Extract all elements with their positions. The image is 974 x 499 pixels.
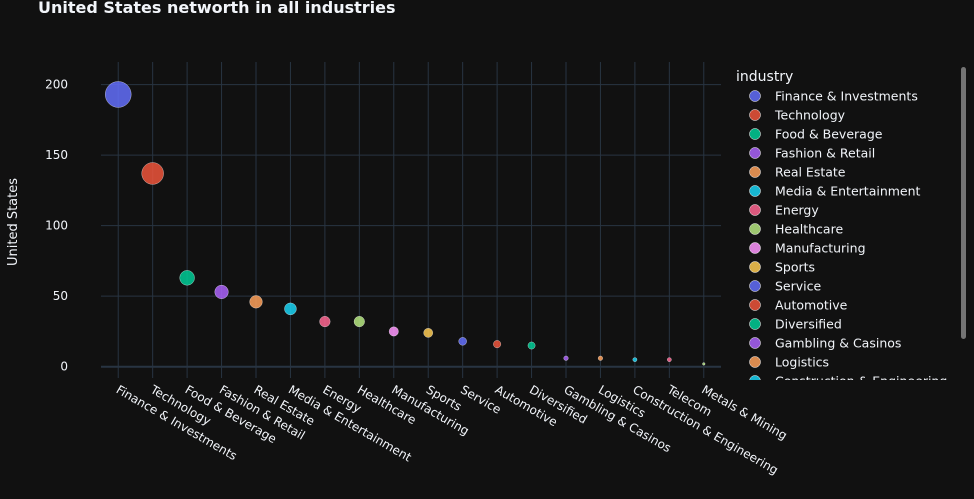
legend-marker — [749, 166, 761, 178]
legend[interactable]: industry Finance & Investments Technology… — [736, 66, 968, 427]
legend-label: Service — [775, 279, 822, 294]
legend-marker — [749, 185, 761, 197]
data-point[interactable] — [284, 302, 297, 316]
legend-label: Sports — [775, 260, 815, 275]
legend-label: Finance & Investments — [775, 89, 918, 104]
legend-item[interactable]: Automotive — [749, 298, 848, 313]
legend-marker — [749, 280, 761, 292]
legend-item[interactable]: Diversified — [749, 317, 842, 332]
legend-item[interactable]: Logistics — [749, 355, 830, 370]
legend-item[interactable]: Manufacturing — [749, 241, 866, 256]
legend-label: Healthcare — [775, 222, 843, 237]
y-axis-ticks: 0 50 100 150 200 — [45, 78, 68, 374]
y-tick-label: 50 — [53, 289, 68, 303]
legend-label: Logistics — [775, 355, 829, 370]
data-point[interactable] — [319, 316, 331, 328]
legend-item[interactable]: Service — [749, 279, 822, 294]
legend-marker — [750, 395, 761, 406]
legend-label: Energy — [775, 203, 819, 218]
data-point[interactable] — [249, 295, 263, 309]
y-tick-label: 150 — [45, 148, 68, 162]
legend-label: Manufacturing — [775, 241, 866, 256]
legend-marker — [749, 223, 761, 235]
legend-label: Metals & Mining — [775, 412, 875, 427]
legend-item[interactable]: Fashion & Retail — [749, 146, 876, 161]
legend-item[interactable]: Gambling & Casinos — [749, 336, 902, 351]
legend-marker — [749, 242, 761, 254]
data-point[interactable] — [353, 316, 365, 328]
data-point[interactable] — [493, 340, 502, 349]
legend-item[interactable]: Media & Entertainment — [749, 184, 921, 199]
legend-marker — [749, 299, 761, 311]
legend-marker — [749, 356, 761, 368]
legend-marker — [749, 128, 761, 140]
legend-marker — [749, 261, 761, 273]
legend-marker — [749, 109, 761, 121]
grid — [101, 62, 721, 378]
data-point[interactable] — [597, 355, 603, 361]
legend-label: Food & Beverage — [775, 127, 883, 142]
y-tick-label: 0 — [60, 360, 68, 374]
legend-item[interactable]: Telecom — [750, 393, 827, 408]
legend-item[interactable]: Sports — [749, 260, 816, 275]
data-point[interactable] — [179, 270, 195, 286]
legend-item[interactable]: Technology — [749, 108, 846, 123]
legend-label: Technology — [774, 108, 846, 123]
data-point[interactable] — [388, 326, 399, 337]
legend-label: Real Estate — [775, 165, 846, 180]
legend-item[interactable]: Finance & Investments — [749, 89, 918, 104]
data-point[interactable] — [141, 162, 164, 185]
legend-label: Telecom — [774, 393, 826, 408]
data-point[interactable] — [563, 355, 569, 361]
legend-marker — [749, 147, 761, 159]
y-tick-label: 100 — [45, 219, 68, 233]
legend-item[interactable]: Real Estate — [749, 165, 846, 180]
y-axis-title: United States — [6, 178, 21, 266]
legend-label: Automotive — [775, 298, 848, 313]
legend-marker — [749, 337, 761, 349]
y-tick-label: 200 — [45, 78, 68, 92]
legend-marker — [749, 318, 761, 330]
legend-label: Diversified — [775, 317, 842, 332]
legend-label: Media & Entertainment — [775, 184, 921, 199]
legend-item[interactable]: Healthcare — [749, 222, 844, 237]
legend-scrollbar-thumb[interactable] — [961, 67, 966, 339]
data-point[interactable] — [632, 357, 638, 363]
legend-label: Gambling & Casinos — [775, 336, 901, 351]
legend-item[interactable]: Food & Beverage — [749, 127, 883, 142]
legend-label: Fashion & Retail — [775, 146, 875, 161]
data-point[interactable] — [214, 284, 229, 300]
legend-item[interactable]: Energy — [749, 203, 820, 218]
legend-marker — [749, 90, 761, 102]
data-point[interactable] — [666, 357, 672, 363]
legend-items: Finance & Investments Technology Food & Be… — [749, 89, 948, 427]
data-point[interactable] — [104, 81, 132, 108]
data-point[interactable] — [423, 328, 434, 338]
legend-item[interactable]: Construction & Engineering — [749, 374, 948, 389]
legend-label: Construction & Engineering — [775, 374, 947, 389]
legend-title: industry — [736, 69, 793, 85]
legend-marker — [749, 204, 761, 216]
data-point[interactable] — [702, 362, 706, 366]
chart-title: United States networth in all industries — [38, 0, 396, 17]
legend-marker — [749, 375, 761, 380]
data-point[interactable] — [527, 341, 536, 350]
data-point[interactable] — [458, 337, 467, 346]
data-points — [104, 81, 706, 366]
